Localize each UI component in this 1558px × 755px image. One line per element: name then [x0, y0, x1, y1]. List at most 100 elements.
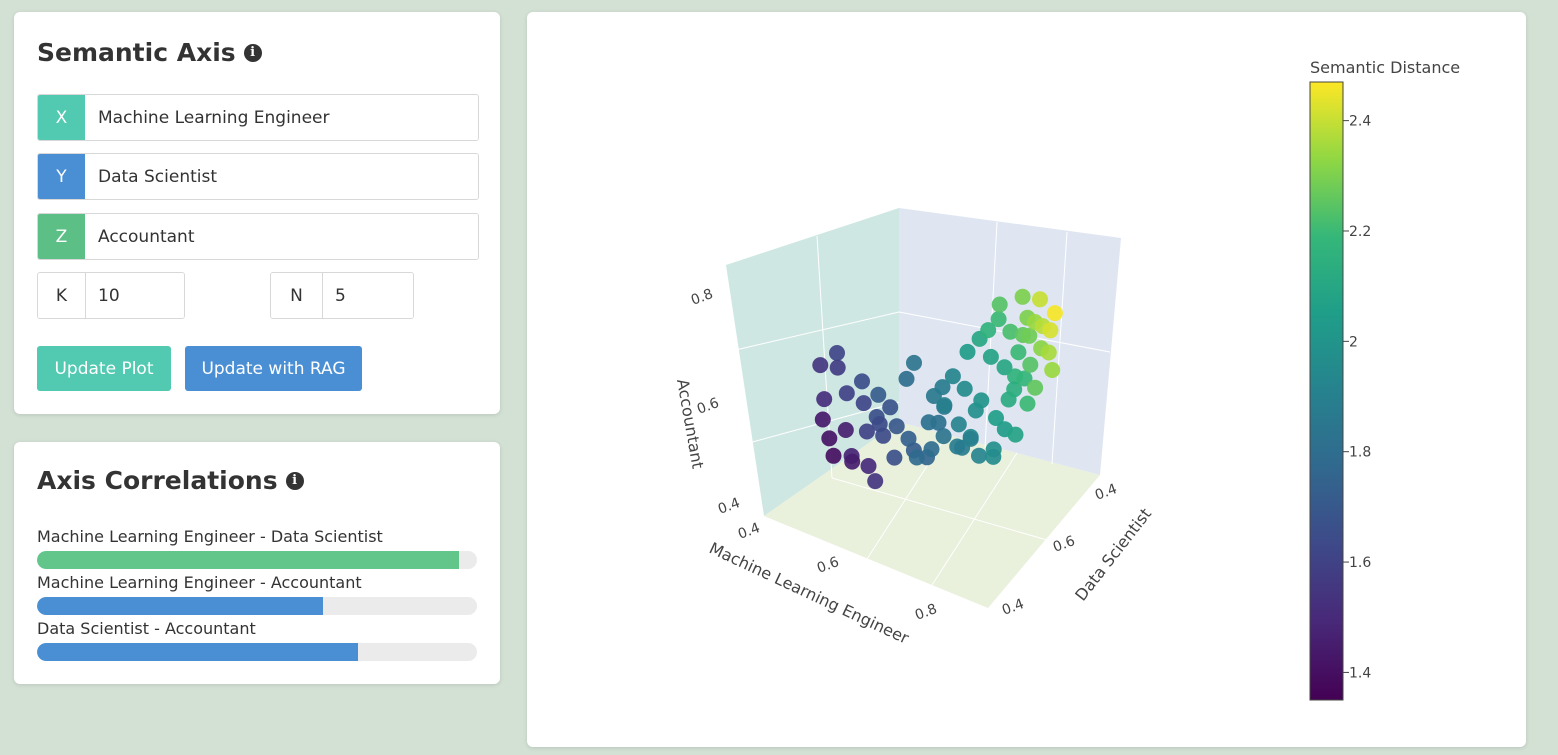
x-axis-input[interactable]: [85, 95, 478, 140]
data-point[interactable]: [1007, 426, 1024, 443]
data-point[interactable]: [829, 359, 846, 376]
data-point[interactable]: [1044, 362, 1061, 378]
colorbar-ticks: 1.4 1.6 1.8 2 2.2 2.4: [1343, 114, 1371, 681]
z-tick-label: 0.4: [716, 495, 742, 518]
data-point[interactable]: [973, 392, 990, 409]
n-input[interactable]: [323, 273, 413, 318]
x-tick-label: 0.4: [736, 520, 762, 543]
y-axis-tag: Y: [38, 154, 85, 199]
colorbar-tick-label: 1.4: [1349, 665, 1371, 681]
data-point[interactable]: [944, 368, 961, 385]
data-point[interactable]: [980, 322, 997, 339]
data-point[interactable]: [1027, 379, 1044, 396]
data-point[interactable]: [816, 391, 833, 408]
axis-correlations-card: Axis Correlations i Machine Learning Eng…: [14, 442, 500, 684]
z-tick-label: 0.6: [695, 395, 721, 418]
data-point[interactable]: [950, 416, 967, 433]
k-input[interactable]: [86, 273, 184, 318]
data-point[interactable]: [871, 416, 888, 432]
data-point[interactable]: [812, 357, 829, 374]
data-point[interactable]: [962, 430, 979, 447]
y-tick-label: 0.4: [1093, 481, 1119, 504]
correlation-label: Machine Learning Engineer - Accountant: [37, 573, 362, 592]
data-point[interactable]: [854, 373, 870, 390]
correlation-label: Data Scientist - Accountant: [37, 619, 256, 638]
n-row: N: [270, 272, 414, 319]
data-point[interactable]: [860, 458, 877, 474]
data-point[interactable]: [1032, 291, 1048, 308]
data-point[interactable]: [898, 370, 915, 387]
y-tick-label: 0.4: [1000, 596, 1026, 619]
correlation-bar: [37, 643, 477, 661]
colorbar: [1309, 81, 1344, 701]
scatter-3d-plot[interactable]: 0.8 0.6 0.4 0.4 0.6 0.8 0.4 0.6 0.4 Acco…: [527, 12, 1526, 747]
data-point[interactable]: [900, 430, 917, 447]
data-point[interactable]: [982, 348, 999, 365]
data-point[interactable]: [936, 397, 953, 414]
colorbar-tick-label: 2: [1349, 334, 1358, 350]
y-axis-input[interactable]: [85, 154, 478, 199]
data-point[interactable]: [990, 311, 1007, 328]
data-point[interactable]: [814, 411, 831, 428]
semantic-axis-title: Semantic Axis: [37, 38, 236, 67]
data-point[interactable]: [906, 354, 922, 371]
correlation-bar: [37, 597, 477, 615]
data-point[interactable]: [886, 449, 903, 466]
data-point[interactable]: [855, 395, 872, 412]
data-point[interactable]: [1021, 327, 1038, 344]
colorbar-tick-label: 1.8: [1349, 445, 1371, 461]
data-point[interactable]: [838, 385, 855, 402]
axis-correlations-heading: Axis Correlations i: [37, 466, 304, 495]
z-axis-input[interactable]: [85, 214, 478, 259]
plot-card: 0.8 0.6 0.4 0.4 0.6 0.8 0.4 0.6 0.4 Acco…: [527, 12, 1526, 747]
data-point[interactable]: [870, 386, 887, 403]
xy-floor: [764, 422, 1100, 608]
data-point[interactable]: [1022, 356, 1039, 373]
data-point[interactable]: [985, 448, 1002, 465]
data-point[interactable]: [867, 473, 884, 490]
data-point[interactable]: [821, 430, 838, 447]
n-label: N: [271, 273, 323, 318]
xz-pane: [899, 208, 1121, 475]
x-tick-label: 0.8: [913, 601, 939, 624]
z-axis-row: Z: [37, 213, 479, 260]
data-point[interactable]: [1046, 305, 1063, 322]
data-points: [812, 288, 1063, 490]
info-circle-icon[interactable]: i: [243, 43, 262, 62]
data-point[interactable]: [1040, 344, 1057, 361]
data-point[interactable]: [1016, 370, 1033, 387]
data-point[interactable]: [971, 447, 987, 464]
data-point[interactable]: [882, 399, 899, 416]
correlation-bar: [37, 551, 477, 569]
data-point[interactable]: [923, 441, 940, 458]
z-tick-label: 0.8: [689, 286, 715, 309]
data-point[interactable]: [1014, 288, 1031, 305]
data-point[interactable]: [934, 379, 951, 396]
data-point[interactable]: [1006, 381, 1023, 398]
data-point[interactable]: [858, 423, 875, 440]
info-circle-icon[interactable]: i: [285, 471, 304, 490]
data-point[interactable]: [930, 414, 947, 431]
data-point[interactable]: [1002, 323, 1019, 340]
data-point[interactable]: [825, 447, 842, 464]
colorbar-title: Semantic Distance: [1310, 58, 1460, 77]
update-with-rag-button[interactable]: Update with RAG: [185, 346, 362, 391]
data-point[interactable]: [988, 410, 1004, 426]
data-point[interactable]: [1042, 322, 1059, 339]
data-point[interactable]: [837, 422, 854, 438]
data-point[interactable]: [888, 418, 905, 435]
x-axis-tag: X: [38, 95, 85, 140]
y-tick-label: 0.6: [1051, 533, 1077, 556]
data-point[interactable]: [908, 449, 925, 466]
z-axis-tag: Z: [38, 214, 85, 259]
data-point[interactable]: [991, 296, 1008, 313]
data-point[interactable]: [1019, 395, 1036, 412]
data-point[interactable]: [844, 453, 861, 470]
data-point[interactable]: [829, 345, 845, 361]
data-point[interactable]: [1010, 344, 1027, 361]
data-point[interactable]: [959, 343, 976, 360]
data-point[interactable]: [956, 380, 973, 397]
data-point[interactable]: [935, 428, 952, 445]
update-plot-button[interactable]: Update Plot: [37, 346, 171, 391]
data-point[interactable]: [996, 359, 1013, 376]
